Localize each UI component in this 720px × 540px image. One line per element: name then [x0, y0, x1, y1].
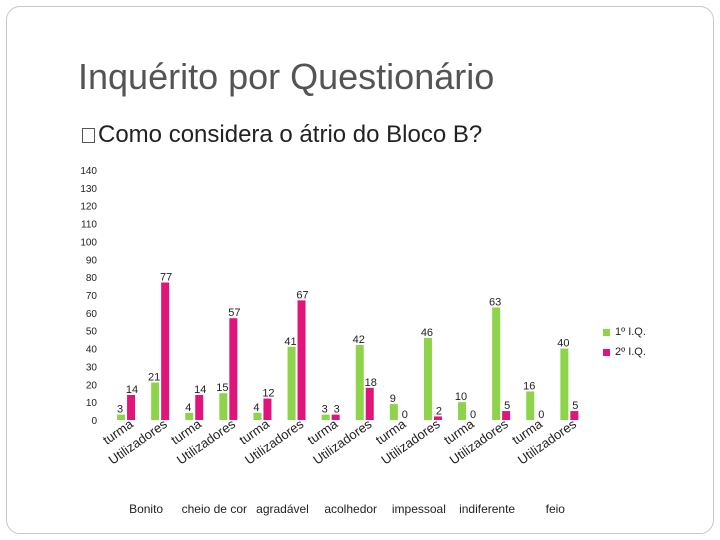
legend-item-series-2: 2º I.Q. — [603, 342, 646, 362]
data-label: 9 — [390, 393, 396, 405]
bar-series-2 — [502, 411, 511, 420]
bar-series-1 — [151, 382, 160, 420]
legend-label-series-1: 1º I.Q. — [615, 326, 646, 338]
y-tick-label: 80 — [86, 273, 98, 284]
bar-series-2 — [433, 416, 442, 420]
y-tick-label: 130 — [80, 184, 97, 195]
group-label: agradável — [256, 502, 309, 516]
bar-series-2 — [127, 395, 136, 420]
bar-series-1 — [526, 391, 535, 420]
data-label: 14 — [126, 384, 138, 396]
y-tick-label: 40 — [86, 345, 98, 356]
chart-legend: 1º I.Q. 2º I.Q. — [603, 322, 646, 362]
data-label: 15 — [216, 382, 228, 394]
bar-series-1 — [185, 412, 194, 420]
data-label: 0 — [538, 409, 544, 421]
y-tick-label: 60 — [86, 309, 98, 320]
bar-series-2 — [229, 318, 238, 420]
data-label: 77 — [160, 272, 172, 284]
data-label: 0 — [402, 409, 408, 421]
bullet-box-icon — [82, 128, 95, 143]
y-tick-label: 70 — [86, 291, 98, 302]
legend-swatch-series-2 — [603, 348, 610, 356]
data-label: 21 — [148, 372, 160, 384]
data-label: 4 — [185, 402, 191, 414]
data-label: 42 — [353, 334, 365, 346]
data-label: 40 — [557, 338, 569, 350]
bar-series-2 — [331, 414, 340, 420]
bar-series-2 — [161, 282, 170, 420]
legend-item-series-1: 1º I.Q. — [603, 322, 646, 342]
data-label: 0 — [470, 409, 476, 421]
data-label: 46 — [421, 327, 433, 339]
y-tick-label: 0 — [91, 416, 97, 427]
slide-title: Inquérito por Questionário — [78, 56, 495, 97]
group-label: acolhedor — [324, 502, 377, 516]
subtitle-text: Como considera o átrio do Bloco B? — [98, 121, 483, 148]
data-label: 10 — [455, 391, 467, 403]
data-label: 16 — [523, 380, 535, 392]
y-tick-label: 100 — [80, 237, 97, 248]
bar-series-2 — [263, 398, 272, 420]
bar-series-1 — [389, 403, 398, 420]
y-tick-label: 50 — [86, 327, 98, 338]
bar-series-2 — [570, 411, 579, 420]
data-label: 3 — [117, 404, 123, 416]
legend-swatch-series-1 — [603, 328, 610, 336]
bar-series-1 — [253, 412, 262, 420]
data-label: 3 — [334, 404, 340, 416]
bar-series-1 — [117, 414, 126, 420]
bar-series-2 — [365, 387, 374, 420]
data-label: 41 — [284, 336, 296, 348]
group-label: feio — [546, 502, 566, 516]
y-tick-label: 110 — [81, 220, 97, 231]
y-tick-label: 90 — [86, 255, 98, 266]
y-tick-label: 20 — [86, 380, 98, 391]
bar-series-1 — [458, 402, 467, 420]
data-label: 4 — [253, 402, 259, 414]
data-label: 57 — [228, 307, 240, 319]
y-tick-label: 140 — [80, 166, 97, 177]
bar-series-1 — [492, 307, 501, 420]
slide-frame — [6, 6, 714, 534]
group-label: indiferente — [459, 502, 515, 516]
data-label: 14 — [194, 384, 206, 396]
y-tick-label: 10 — [86, 398, 98, 409]
bar-series-2 — [297, 300, 306, 420]
slide-subtitle: Como considera o átrio do Bloco B? — [82, 121, 482, 149]
data-label: 12 — [262, 388, 274, 400]
y-tick-label: 120 — [80, 202, 97, 213]
group-label: Bonito — [129, 502, 163, 516]
data-label: 63 — [489, 297, 501, 309]
data-label: 67 — [296, 289, 308, 301]
bar-series-2 — [195, 395, 204, 420]
group-label: cheio de cor — [182, 502, 247, 516]
data-label: 3 — [322, 404, 328, 416]
group-label: impessoal — [392, 502, 446, 516]
data-label: 5 — [572, 400, 578, 412]
data-label: 18 — [365, 377, 377, 389]
data-label: 5 — [504, 400, 510, 412]
bar-series-1 — [560, 348, 569, 420]
legend-label-series-2: 2º I.Q. — [615, 346, 646, 358]
data-label: 2 — [436, 405, 442, 417]
bar-series-1 — [219, 393, 228, 420]
bar-series-1 — [287, 346, 296, 420]
bar-series-1 — [321, 414, 330, 420]
y-tick-label: 30 — [86, 362, 98, 373]
bar-series-1 — [423, 337, 432, 420]
bar-series-1 — [355, 345, 364, 420]
